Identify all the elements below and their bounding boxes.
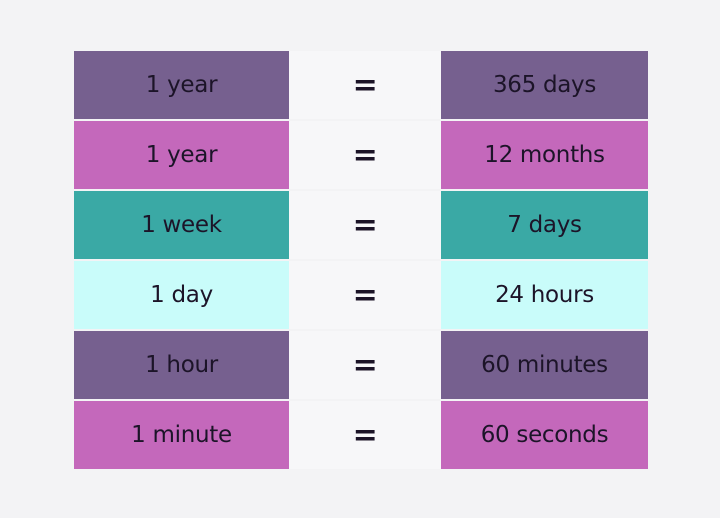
equals-sign: =	[289, 191, 441, 259]
left-unit-cell: 1 year	[74, 121, 289, 189]
time-conversion-table: 1 year = 365 days 1 year = 12 months 1 week = 7 …	[74, 51, 648, 471]
table-row: 1 minute = 60 seconds	[74, 401, 648, 469]
equals-sign: =	[289, 51, 441, 119]
equals-sign: =	[289, 261, 441, 329]
left-unit-cell: 1 year	[74, 51, 289, 119]
left-unit-cell: 1 minute	[74, 401, 289, 469]
table-row: 1 week = 7 days	[74, 191, 648, 259]
right-unit-cell: 7 days	[441, 191, 648, 259]
equals-sign: =	[289, 121, 441, 189]
right-unit-cell: 365 days	[441, 51, 648, 119]
right-unit-cell: 60 seconds	[441, 401, 648, 469]
equals-sign: =	[289, 401, 441, 469]
table-row: 1 hour = 60 minutes	[74, 331, 648, 399]
left-unit-cell: 1 day	[74, 261, 289, 329]
left-unit-cell: 1 hour	[74, 331, 289, 399]
right-unit-cell: 12 months	[441, 121, 648, 189]
table-row: 1 year = 365 days	[74, 51, 648, 119]
right-unit-cell: 60 minutes	[441, 331, 648, 399]
right-unit-cell: 24 hours	[441, 261, 648, 329]
left-unit-cell: 1 week	[74, 191, 289, 259]
table-row: 1 day = 24 hours	[74, 261, 648, 329]
equals-sign: =	[289, 331, 441, 399]
table-row: 1 year = 12 months	[74, 121, 648, 189]
